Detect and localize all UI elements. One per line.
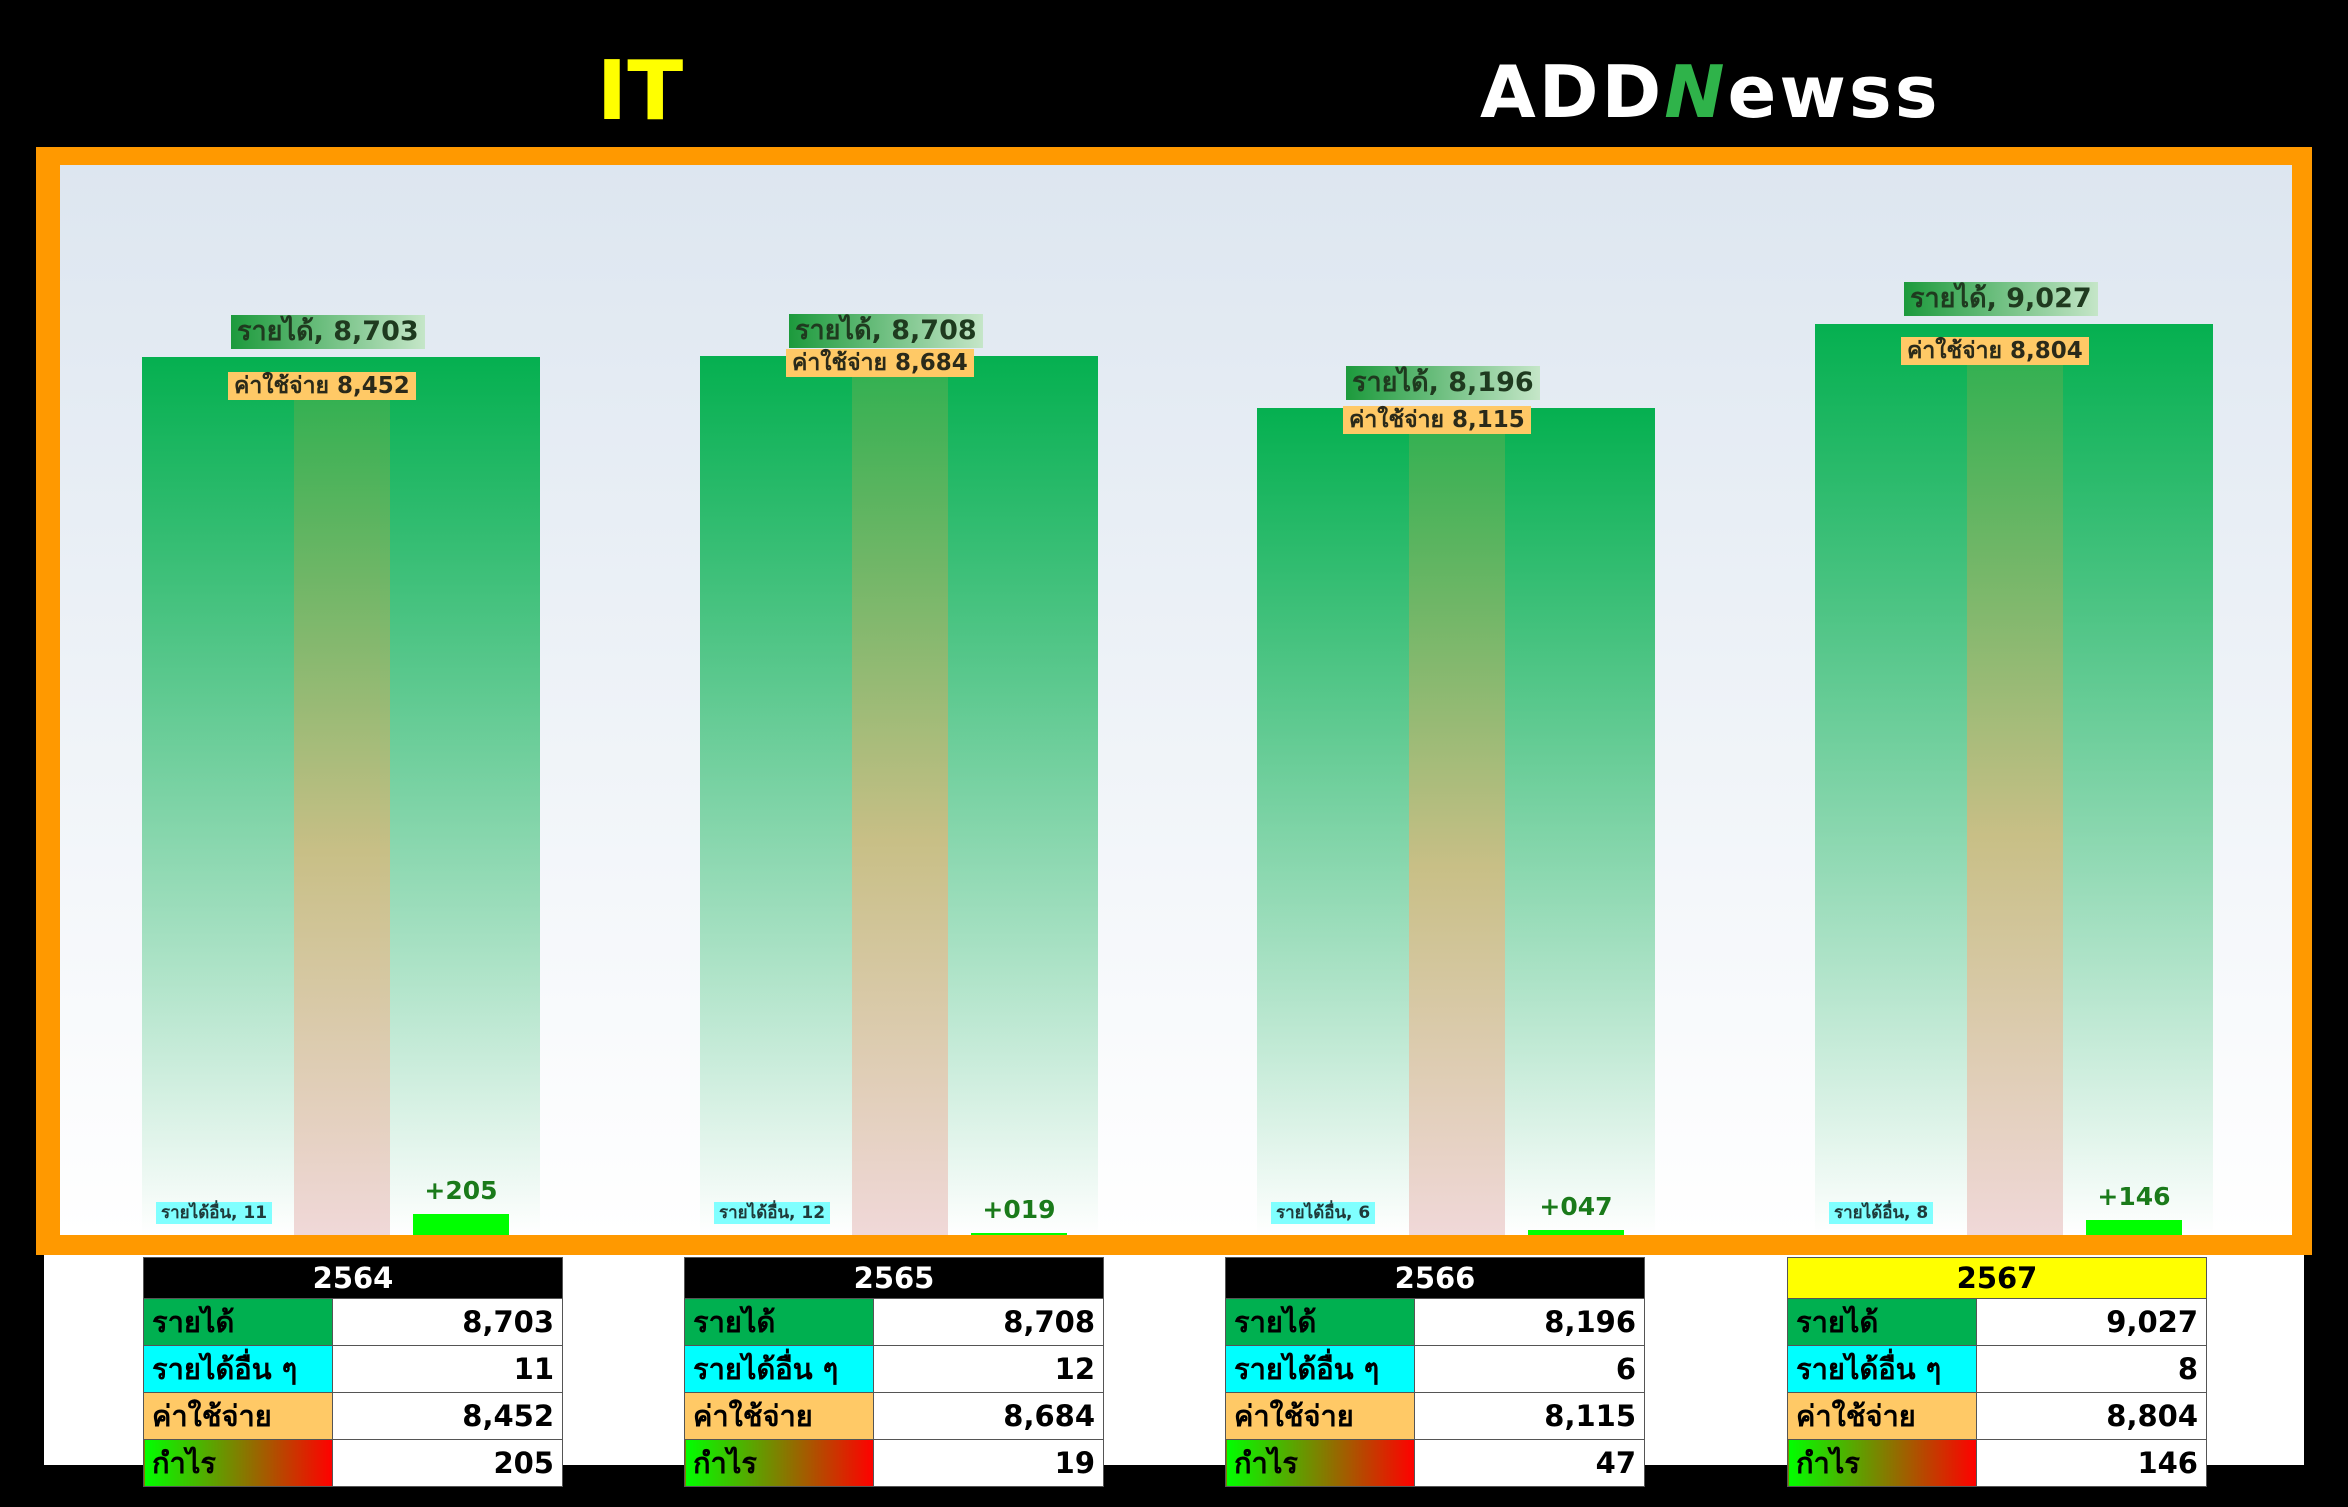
row-label-expense: ค่าใช้จ่าย [684,1392,874,1440]
profit-bar [2086,1220,2182,1235]
profit-bar [1528,1230,1624,1235]
expense-data-label: ค่าใช้จ่าย 8,684 [786,348,974,377]
expense-data-label: ค่าใช้จ่าย 8,452 [228,372,416,401]
row-label-profit: กำไร [1225,1439,1415,1487]
row-value-expense: 8,115 [1414,1392,1645,1440]
row-label-other: รายได้อื่น ๆ [1787,1345,1977,1393]
row-value-income: 8,708 [873,1298,1104,1346]
income-data-label: รายได้, 9,027 [1904,282,2098,317]
other-income-data-label: รายได้อื่น, 8 [1829,1202,1934,1224]
profit-bar [413,1214,509,1235]
expense-bar [852,358,948,1235]
profit-data-label: +205 [424,1176,498,1206]
brand-logo: ADDNewss [1480,50,1941,134]
row-value-expense: 8,804 [1976,1392,2207,1440]
table-year-header: 2564 [143,1257,563,1299]
profit-data-label: +146 [2097,1182,2171,1212]
summary-table-2565: 2565 รายได้ 8,708 รายได้อื่น ๆ 12 ค่าใช้จ่… [684,1257,1104,1487]
row-value-other: 11 [332,1345,563,1393]
row-value-income: 9,027 [1976,1298,2207,1346]
row-value-profit: 19 [873,1439,1104,1487]
profit-bar [971,1233,1067,1235]
row-label-income: รายได้ [684,1298,874,1346]
row-label-expense: ค่าใช้จ่าย [1787,1392,1977,1440]
row-label-other: รายได้อื่น ๆ [684,1345,874,1393]
chart-title: IT [596,44,684,139]
income-data-label: รายได้, 8,196 [1346,366,1540,401]
profit-data-label: +047 [1539,1192,1613,1222]
expense-data-label: ค่าใช้จ่าย 8,115 [1343,406,1531,435]
expense-bar [1409,416,1505,1235]
table-year-header: 2565 [684,1257,1104,1299]
row-label-profit: กำไร [1787,1439,1977,1487]
row-label-other: รายได้อื่น ๆ [1225,1345,1415,1393]
other-income-data-label: รายได้อื่น, 6 [1271,1202,1376,1224]
other-income-data-label: รายได้อื่น, 12 [714,1202,831,1224]
table-year-header: 2566 [1225,1257,1645,1299]
row-label-income: รายได้ [1225,1298,1415,1346]
expense-bar [1967,346,2063,1235]
row-label-income: รายได้ [143,1298,333,1346]
row-label-income: รายได้ [1787,1298,1977,1346]
row-value-other: 6 [1414,1345,1645,1393]
income-data-label: รายได้, 8,708 [789,314,983,349]
row-value-profit: 146 [1976,1439,2207,1487]
expense-bar [294,382,390,1235]
table-year-header: 2567 [1787,1257,2207,1299]
summary-table-2564: 2564 รายได้ 8,703 รายได้อื่น ๆ 11 ค่าใช้จ่… [143,1257,563,1487]
row-value-profit: 47 [1414,1439,1645,1487]
row-value-other: 8 [1976,1345,2207,1393]
profit-data-label: +019 [982,1195,1056,1224]
row-label-other: รายได้อื่น ๆ [143,1345,333,1393]
row-label-profit: กำไร [684,1439,874,1487]
row-value-income: 8,196 [1414,1298,1645,1346]
row-value-expense: 8,684 [873,1392,1104,1440]
row-label-profit: กำไร [143,1439,333,1487]
row-value-profit: 205 [332,1439,563,1487]
expense-data-label: ค่าใช้จ่าย 8,804 [1901,336,2089,365]
row-value-other: 12 [873,1345,1104,1393]
row-value-expense: 8,452 [332,1392,563,1440]
row-label-expense: ค่าใช้จ่าย [1225,1392,1415,1440]
row-value-income: 8,703 [332,1298,563,1346]
row-label-expense: ค่าใช้จ่าย [143,1392,333,1440]
plot-area: รายได้, 8,703 ค่าใช้จ่าย 8,452 รายได้อื่น,… [60,165,2292,1235]
other-income-data-label: รายได้อื่น, 11 [156,1202,273,1224]
income-data-label: รายได้, 8,703 [231,314,425,349]
